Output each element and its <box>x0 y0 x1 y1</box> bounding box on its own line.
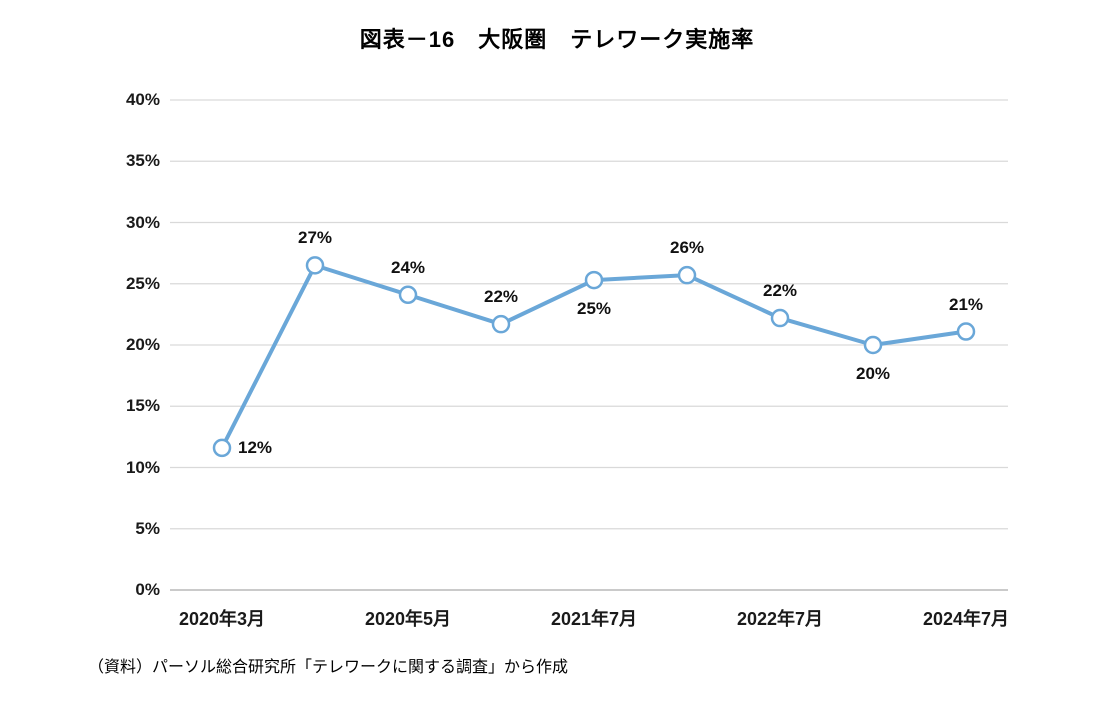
telework-rate-line <box>220 263 968 450</box>
x-tick-label: 2022年7月 <box>736 609 824 629</box>
data-point-marker <box>491 314 511 334</box>
y-tick-label: 20% <box>125 335 160 354</box>
data-point-label: 24% <box>390 257 426 277</box>
y-tick-label: 35% <box>125 151 160 171</box>
data-point-label: 22% <box>762 281 798 301</box>
x-tick-label: 2020年5月 <box>364 609 452 629</box>
data-point-label: 26% <box>669 238 705 258</box>
data-point-label: 27% <box>297 228 333 248</box>
y-tick-label: 5% <box>135 518 160 538</box>
x-tick-label: 2021年7月 <box>550 609 638 629</box>
data-point-label: 25% <box>576 299 612 319</box>
data-point-label: 21% <box>948 294 984 314</box>
x-tick-label: 2024年7月 <box>922 609 1010 629</box>
y-tick-label: 15% <box>125 396 160 416</box>
data-point-marker <box>305 256 325 275</box>
y-tick-label: 10% <box>125 457 160 477</box>
y-tick-label: 30% <box>125 212 160 232</box>
y-tick-label: 25% <box>125 273 160 293</box>
y-tick-label: 0% <box>135 580 160 599</box>
data-point-marker <box>677 265 697 285</box>
data-point-marker <box>863 335 883 355</box>
data-point-marker <box>956 322 976 341</box>
data-point-marker <box>398 285 418 305</box>
data-point-marker <box>584 270 604 290</box>
data-point-label: 20% <box>855 364 891 383</box>
data-point-label: 12% <box>238 437 273 457</box>
x-tick-label: 2020年3月 <box>178 609 266 629</box>
chart-title: 図表－16 大阪圏 テレワーク実施率 <box>359 27 755 52</box>
y-tick-label: 40% <box>125 90 160 109</box>
data-point-marker <box>212 438 232 458</box>
data-point-marker <box>770 308 790 328</box>
source-note: （資料）パーソル総合研究所「テレワークに関する調査」から作成 <box>88 659 569 676</box>
data-point-label: 22% <box>483 287 519 307</box>
